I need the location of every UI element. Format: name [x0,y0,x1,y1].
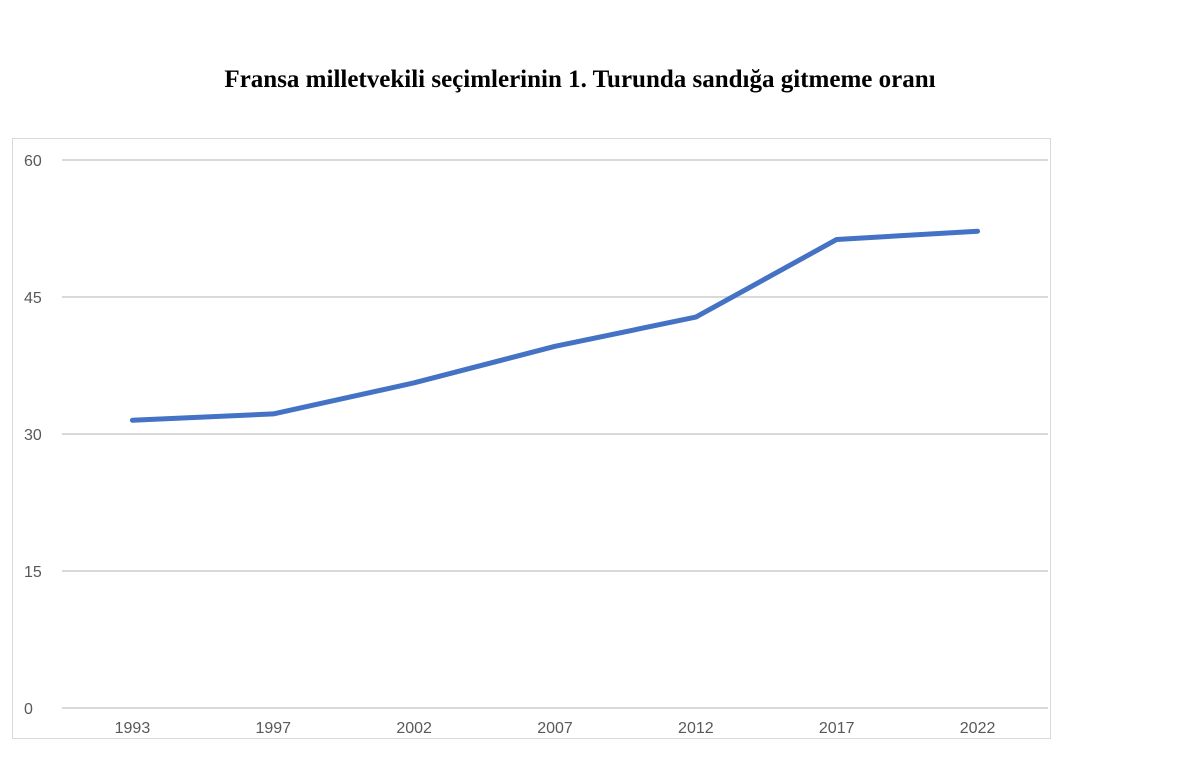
x-tick-label: 1993 [115,720,151,737]
chart-title: Fransa milletvekili seçimlerinin 1. Turu… [224,66,936,93]
x-tick-label: 2022 [960,720,996,737]
x-tick-label: 2007 [537,720,573,737]
series-line [129,228,981,423]
y-tick-label: 60 [24,153,42,170]
x-tick-label: 2012 [678,720,714,737]
y-tick-label: 15 [24,564,42,581]
y-tick-label: 0 [24,701,33,718]
x-tick-label: 1997 [255,720,291,737]
x-tick-label: 2002 [396,720,432,737]
x-tick-label: 2017 [819,720,855,737]
y-tick-label: 30 [24,427,42,444]
chart-frame [12,138,1051,739]
y-tick-label: 45 [24,290,42,307]
